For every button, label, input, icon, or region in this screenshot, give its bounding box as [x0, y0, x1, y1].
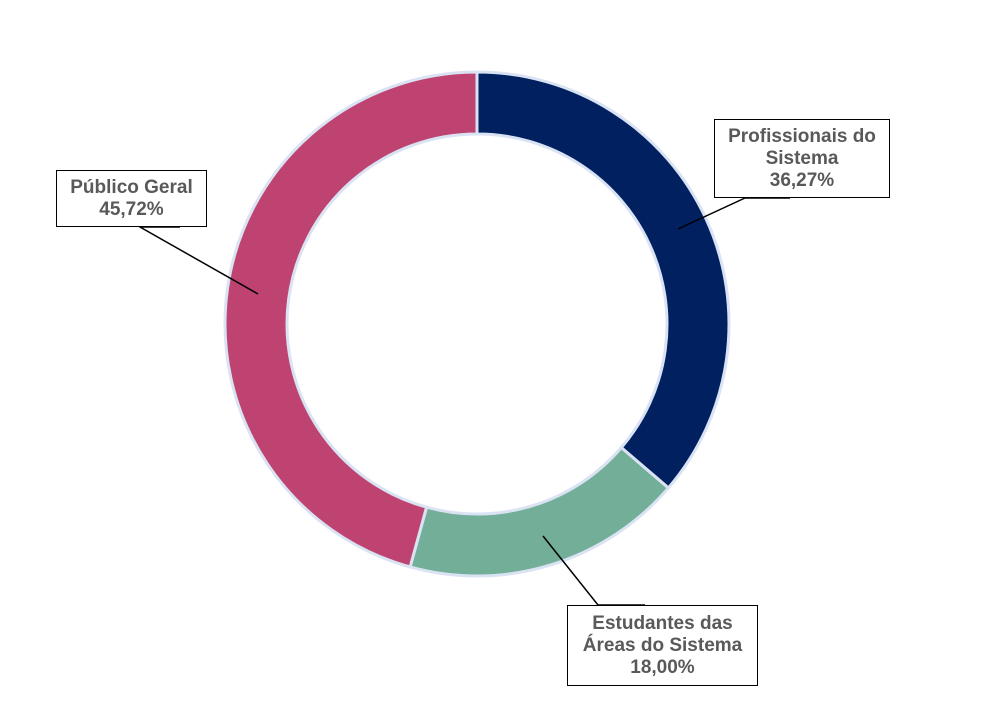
- callout-profissionais-line-1: Profissionais do: [728, 125, 876, 147]
- callout-estudantes-line-1: Estudantes das: [592, 612, 733, 634]
- callout-publico-line-1: Público Geral: [70, 176, 193, 198]
- callout-profissionais-value: 36,27%: [769, 169, 835, 191]
- slice-profissionais: [475, 70, 731, 491]
- callout-profissionais: Profissionais do Sistema 36,27%: [714, 119, 890, 198]
- callout-estudantes-line-2: Áreas do Sistema: [582, 634, 743, 656]
- leader-publico: [137, 226, 259, 295]
- callout-estudantes-value: 18,00%: [630, 656, 695, 678]
- callout-publico-value: 45,72%: [99, 198, 164, 220]
- slice-estudantes: [408, 445, 671, 578]
- leader-profissionais: [677, 197, 790, 230]
- slice-publico: [223, 70, 479, 569]
- callout-profissionais-line-2: Sistema: [765, 147, 839, 169]
- callout-publico: Público Geral 45,72%: [56, 170, 207, 227]
- callout-estudantes: Estudantes das Áreas do Sistema 18,00%: [567, 605, 758, 686]
